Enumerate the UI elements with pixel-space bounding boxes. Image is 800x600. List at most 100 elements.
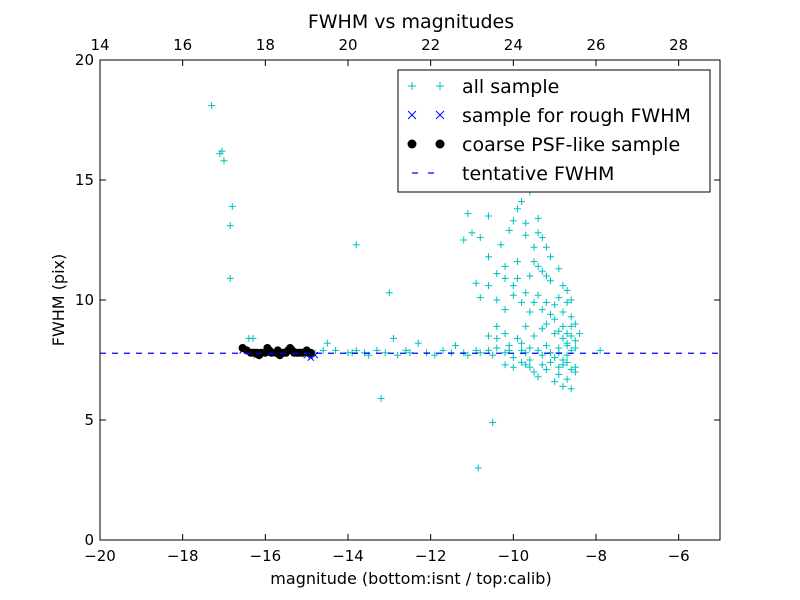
all-sample-point <box>389 334 397 342</box>
all-sample-point <box>476 294 484 302</box>
legend-dot <box>435 139 445 149</box>
all-sample-point <box>485 212 493 220</box>
axes: −20 −18 −16 −14 −12 −10 −8 −6 14 16 18 20 22 24 26 28 0 5… <box>75 36 721 565</box>
all-sample-point <box>501 361 509 369</box>
legend-entry: coarse PSF-like sample <box>407 134 680 156</box>
top-x-tick-label: 18 <box>256 36 275 54</box>
all-sample-point <box>551 354 559 362</box>
all-sample-point <box>513 334 521 342</box>
all-sample-point <box>559 322 567 330</box>
all-sample-point <box>563 351 571 359</box>
all-sample-point <box>493 270 501 278</box>
all-sample-point <box>530 243 538 251</box>
all-sample-point <box>559 361 567 369</box>
all-sample-point <box>464 351 472 359</box>
all-sample-point <box>567 322 575 330</box>
all-sample-point <box>542 342 550 350</box>
all-sample-point <box>534 214 542 222</box>
all-sample-point <box>542 366 550 374</box>
all-sample-point <box>538 234 546 242</box>
all-sample-point <box>563 375 571 383</box>
all-sample-point <box>485 253 493 261</box>
all-sample-point <box>542 243 550 251</box>
all-sample-point <box>530 298 538 306</box>
all-sample-point <box>509 217 517 225</box>
x-tick-label: −20 <box>84 547 116 565</box>
x-tick-label: −10 <box>498 547 530 565</box>
legend-entry: sample for rough FWHM <box>407 105 691 127</box>
all-sample-point <box>332 346 340 354</box>
all-sample-point <box>563 358 571 366</box>
top-x-tick-label: 16 <box>173 36 192 54</box>
all-sample-point <box>414 339 422 347</box>
all-sample-point <box>530 258 538 266</box>
legend-label: tentative FWHM <box>462 163 614 185</box>
all-sample-point <box>501 330 509 338</box>
x-tick-label: −18 <box>167 547 199 565</box>
all-sample-point <box>509 363 517 371</box>
all-sample-point <box>559 282 567 290</box>
all-sample-point <box>509 354 517 362</box>
all-sample-point <box>542 272 550 280</box>
top-x-tick-label: 22 <box>421 36 440 54</box>
all-sample-point <box>547 310 555 318</box>
all-sample-point <box>319 346 327 354</box>
all-sample-point <box>385 289 393 297</box>
x-tick-label: −16 <box>250 547 282 565</box>
top-x-tick-label: 20 <box>338 36 357 54</box>
legend-dot <box>407 139 417 149</box>
all-sample-point <box>518 298 526 306</box>
psf-like-point <box>275 351 284 360</box>
all-sample-point <box>567 366 575 374</box>
all-sample-point <box>534 262 542 270</box>
all-sample-point <box>381 349 389 357</box>
all-sample-point <box>431 351 439 359</box>
legend-x-b <box>435 110 445 120</box>
all-sample-point <box>571 320 579 328</box>
all-sample-point <box>534 373 542 381</box>
all-sample-point <box>522 219 530 227</box>
all-sample-point <box>551 301 559 309</box>
all-sample-point <box>571 337 579 345</box>
all-sample-point <box>489 418 497 426</box>
all-sample-point <box>522 322 530 330</box>
all-sample-point <box>596 346 604 354</box>
all-sample-point <box>493 334 501 342</box>
top-x-tick-label: 28 <box>669 36 688 54</box>
all-sample-point <box>489 351 497 359</box>
all-sample-point <box>513 258 521 266</box>
y-tick-label: 15 <box>75 171 94 189</box>
all-sample-point <box>228 202 236 210</box>
all-sample-point <box>555 370 563 378</box>
all-sample-point <box>534 291 542 299</box>
all-sample-point <box>518 198 526 206</box>
all-sample-point <box>538 361 546 369</box>
all-sample-point <box>551 315 559 323</box>
legend-entry: tentative FWHM <box>412 163 614 185</box>
y-tick-label: 20 <box>75 51 94 69</box>
all-sample-point <box>567 313 575 321</box>
legend-label: coarse PSF-like sample <box>462 134 680 156</box>
all-sample-point <box>551 330 559 338</box>
all-sample-point <box>377 394 385 402</box>
top-x-tick-label: 26 <box>586 36 605 54</box>
all-sample-point <box>559 308 567 316</box>
all-sample-point <box>567 296 575 304</box>
chart-title: FWHM vs magnitudes <box>308 11 514 33</box>
all-sample-point <box>555 344 563 352</box>
all-sample-point <box>563 286 571 294</box>
y-tick-label: 10 <box>75 291 94 309</box>
all-sample-point <box>485 332 493 340</box>
x-tick-label: −8 <box>585 547 607 565</box>
all-sample-point <box>547 277 555 285</box>
all-sample-point <box>468 229 476 237</box>
all-sample-point <box>538 306 546 314</box>
all-sample-point <box>493 322 501 330</box>
x-tick-label: −6 <box>668 547 690 565</box>
all-sample-point <box>542 320 550 328</box>
x-tick-label: −12 <box>415 547 447 565</box>
all-sample-point <box>534 229 542 237</box>
all-sample-point <box>226 222 234 230</box>
all-sample-point <box>476 234 484 242</box>
